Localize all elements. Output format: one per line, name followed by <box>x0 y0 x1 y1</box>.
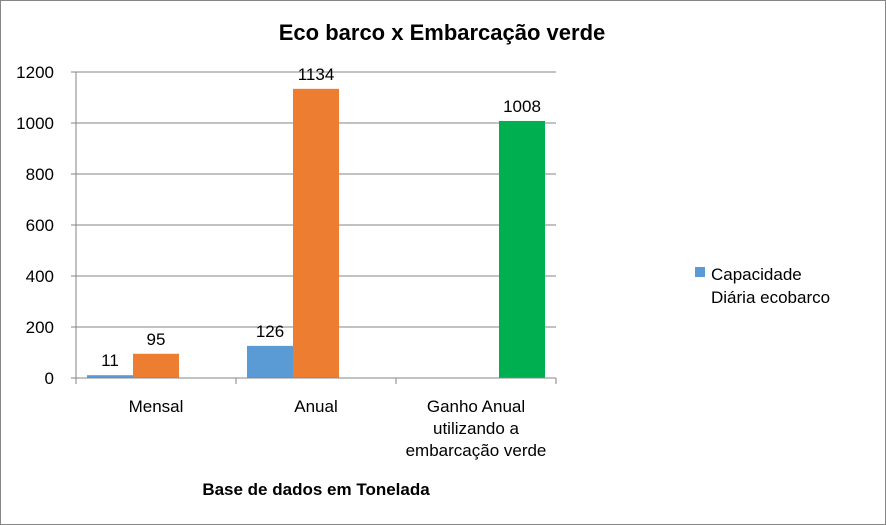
legend: Capacidade Diária ecobarco <box>695 265 830 307</box>
y-tick-label-800: 800 <box>26 165 54 184</box>
bar-s2-c2 <box>499 120 545 379</box>
legend-label-0-0: Capacidade <box>711 265 802 284</box>
y-tick-label-600: 600 <box>26 216 54 235</box>
x-category-label-2-0: Ganho Anual <box>427 397 525 416</box>
y-tick-labels: 0 200 400 600 800 1000 1200 <box>16 63 54 388</box>
y-tick-label-400: 400 <box>26 267 54 286</box>
y-tick-label-200: 200 <box>26 318 54 337</box>
y-tick-label-0: 0 <box>45 369 54 388</box>
bar-s1-c0 <box>133 353 179 378</box>
x-axis-title: Base de dados em Tonelada <box>202 480 430 499</box>
bar-s0-c0 <box>87 375 133 378</box>
x-category-label-1-0: Anual <box>294 397 337 416</box>
legend-swatch-0 <box>695 267 705 277</box>
bar-s1-c1 <box>293 88 339 378</box>
data-label-s0-c0: 11 <box>101 351 119 370</box>
bar-s0-c1 <box>247 345 293 378</box>
x-category-label-2-1: utilizando a <box>433 419 520 438</box>
data-label-s1-c0: 95 <box>147 330 166 349</box>
chart-title: Eco barco x Embarcação verde <box>279 20 606 45</box>
x-category-label-2-2: embarcação verde <box>406 441 547 460</box>
bars <box>87 88 545 379</box>
y-tick-label-1000: 1000 <box>16 114 54 133</box>
axes <box>71 71 557 384</box>
legend-label-0-1: Diária ecobarco <box>711 288 830 307</box>
y-tick-label-1200: 1200 <box>16 63 54 82</box>
x-category-labels: Mensal Anual Ganho Anual utilizando a embarc… <box>129 397 547 460</box>
data-labels: 11 95 126 1134 1008 <box>101 65 541 370</box>
x-category-label-0-0: Mensal <box>129 397 184 416</box>
data-label-s0-c1: 126 <box>256 322 284 341</box>
data-label-s1-c1: 1134 <box>298 65 335 84</box>
data-label-s2-c2: 1008 <box>503 97 541 116</box>
